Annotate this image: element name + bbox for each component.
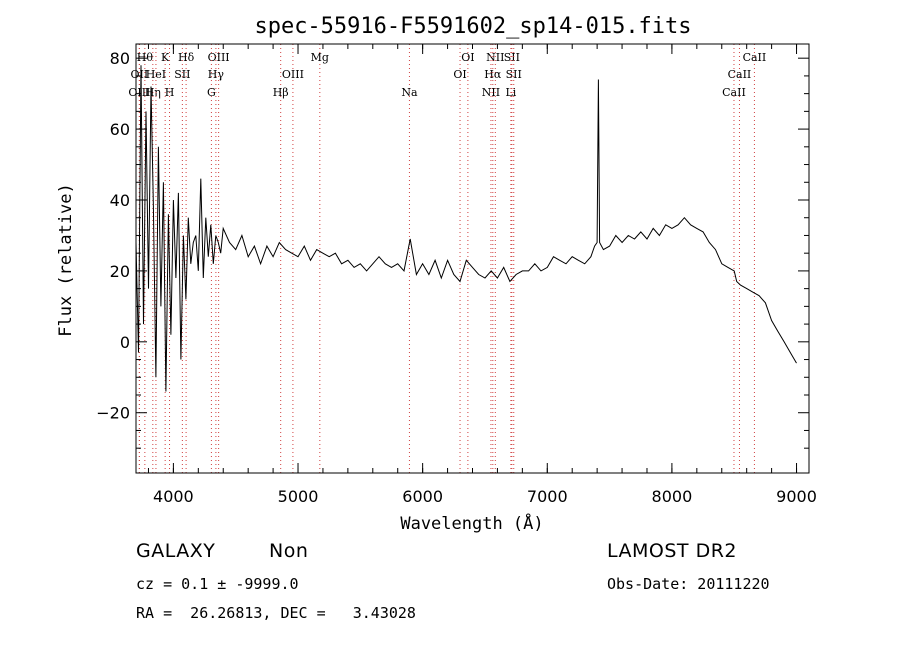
line-marker-label-1: OIII [128,86,150,99]
line-marker-label-4: HeI [146,68,166,81]
x-tick-label-0: 4000 [153,487,194,506]
line-marker-label-24: CaII [743,51,767,64]
line-marker-label-16: OI [461,51,474,64]
line-marker-label-5: K [161,51,170,64]
y-axis-label: Flux (relative) [56,183,76,337]
line-marker-label-20: Hα [484,68,502,81]
line-marker-label-15: Na [401,86,418,99]
line-marker-label-19: SII [504,51,520,64]
line-marker-label-8: Hδ [178,51,195,64]
object-subclass: Non [269,540,309,562]
y-tick-label-4: 60 [110,120,130,139]
line-marker-label-2: Hθ [137,51,154,64]
line-marker-label-25: CaII [728,68,752,81]
object-class: GALAXY [136,540,216,562]
obs-date: Obs-Date: 20111220 [607,575,770,593]
y-tick-label-3: 40 [110,191,130,210]
redshift-readout: cz = 0.1 ± -9999.0 [136,575,299,593]
y-tick-label-0: −20 [96,404,130,423]
x-tick-label-3: 7000 [527,487,568,506]
line-marker-label-21: SII [506,68,522,81]
line-marker-label-11: G [207,86,216,99]
line-marker-label-12: OIII [282,68,304,81]
plot-frame [135,43,810,474]
x-tick-label-4: 8000 [652,487,693,506]
coordinates-readout: RA = 26.26813, DEC = 3.43028 [136,604,416,622]
line-marker-label-14: Mg [311,51,329,64]
chart-title: spec-55916-F5591602_sp14-015.fits [254,14,691,39]
survey-name: LAMOST DR2 [607,540,737,562]
line-marker-label-22: NII [482,86,500,99]
spectrum-line-0 [135,65,797,392]
x-tick-label-1: 5000 [278,487,319,506]
line-marker-label-26: CaII [722,86,746,99]
line-marker-label-13: Hβ [273,86,289,99]
x-axis-label: Wavelength (Å) [400,512,543,534]
x-tick-label-5: 9000 [776,487,817,506]
line-marker-label-18: NII [486,51,504,64]
x-tick-label-2: 6000 [402,487,443,506]
line-marker-label-17: OI [453,68,466,81]
line-marker-label-3: Hη [145,86,161,99]
y-tick-label-1: 0 [120,333,130,352]
line-marker-label-10: Hγ [208,68,225,81]
y-tick-label-2: 20 [110,262,130,281]
line-marker-label-9: OIII [208,51,230,64]
line-marker-label-0: OII [131,68,149,81]
line-marker-label-6: H [165,86,175,99]
line-marker-label-7: SII [174,68,190,81]
line-marker-label-23: Li [505,86,516,99]
y-tick-label-5: 80 [110,49,130,68]
